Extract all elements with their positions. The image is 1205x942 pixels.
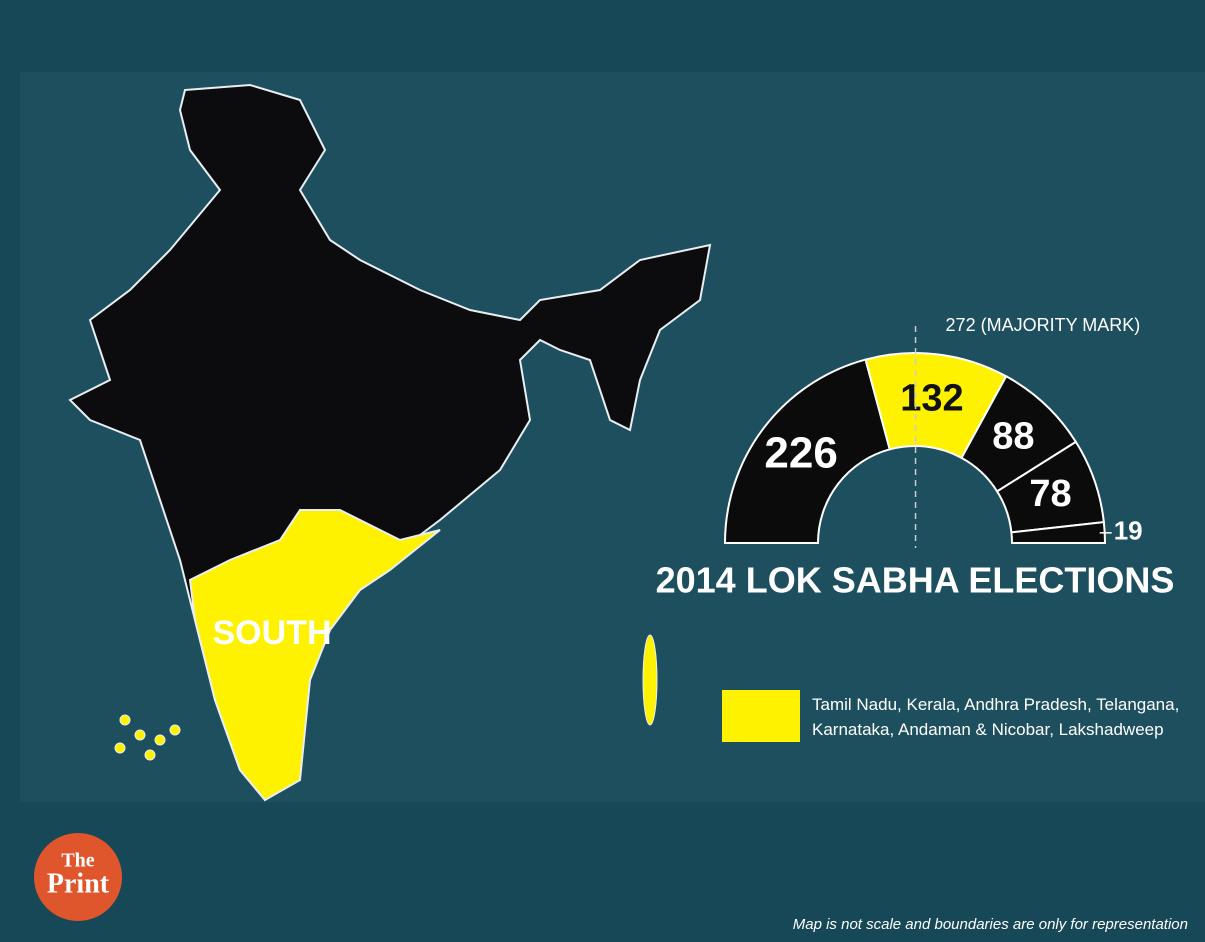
value-label: 19 (1114, 516, 1143, 546)
south-region (188, 509, 441, 802)
logo-top: The (61, 850, 94, 872)
legend-label: Tamil Nadu, Kerala, Andhra Pradesh, Tela… (812, 695, 1180, 739)
footnote: Map is not scale and boundaries are only… (793, 916, 1188, 933)
logo-bottom: Print (47, 868, 110, 899)
value-label: 132 (900, 378, 963, 420)
logo (34, 833, 122, 921)
lakshadweep (114, 714, 181, 761)
andaman-islands (642, 634, 658, 726)
value-label: 78 (1029, 473, 1071, 515)
value-label: 88 (992, 416, 1034, 458)
value-label: 226 (764, 428, 837, 477)
segment (1010, 521, 1107, 544)
region-label: SOUTH (213, 614, 332, 652)
legend-swatch (722, 690, 800, 742)
majority-label: 272 (MAJORITY MARK) (946, 315, 1141, 335)
chart-title: 2014 LOK SABHA ELECTIONS (656, 560, 1175, 601)
segment (723, 358, 891, 544)
